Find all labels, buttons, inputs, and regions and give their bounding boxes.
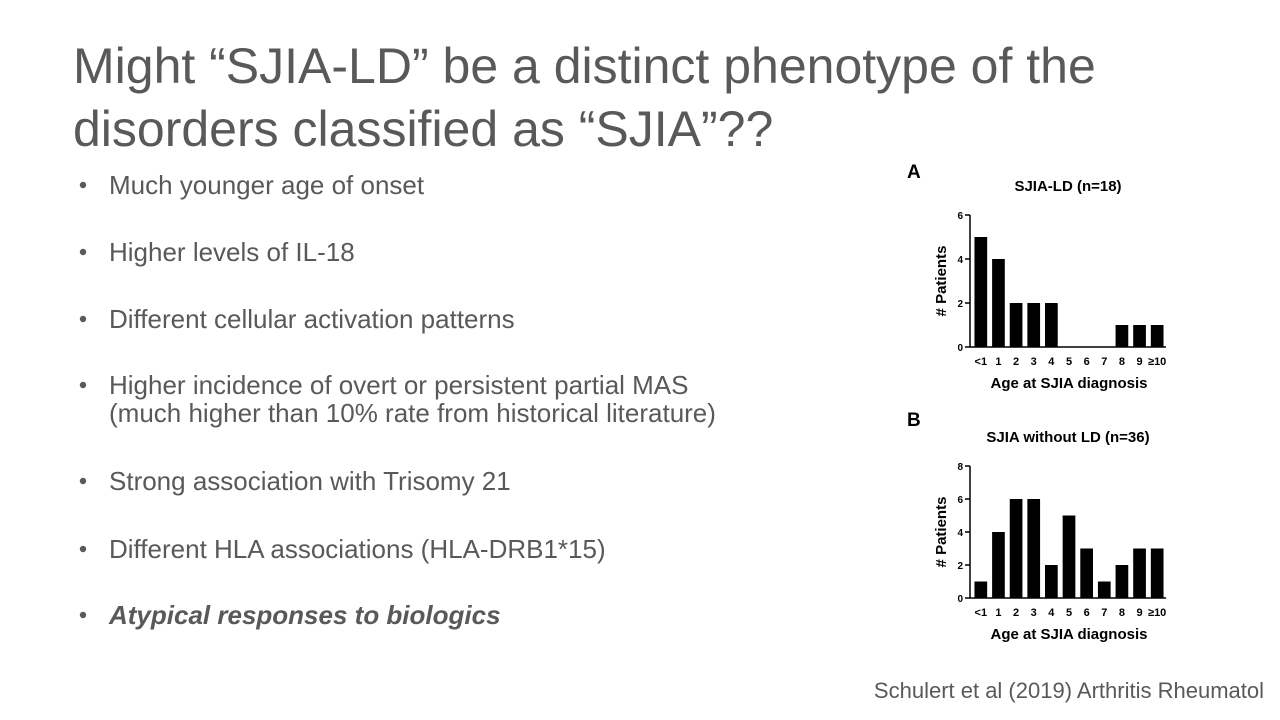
y-tick-label: 6 bbox=[957, 211, 963, 222]
chart-title: SJIA without LD (n=36) bbox=[986, 429, 1149, 446]
x-tick-label: 5 bbox=[1066, 356, 1072, 368]
bullet-text: Strong association with Trisomy 21 bbox=[109, 466, 511, 496]
x-tick-label: 3 bbox=[1031, 607, 1037, 619]
x-tick-label: 2 bbox=[1013, 607, 1019, 619]
y-tick-label: 4 bbox=[957, 528, 963, 539]
bullet-text: Different HLA associations (HLA-DRB1*15) bbox=[109, 534, 606, 564]
x-tick-label: 1 bbox=[995, 356, 1001, 368]
bullet-dot bbox=[79, 315, 87, 323]
y-tick-label: 0 bbox=[957, 594, 963, 605]
bullet-text: Higher incidence of overt or persistent … bbox=[109, 370, 689, 400]
x-tick-label: 4 bbox=[1048, 356, 1055, 368]
x-tick-label: 4 bbox=[1048, 607, 1055, 619]
bar bbox=[1062, 515, 1076, 598]
bar bbox=[1133, 325, 1146, 347]
bullet-dot bbox=[79, 248, 87, 256]
bar bbox=[1115, 325, 1129, 347]
x-tick-label: 8 bbox=[1119, 356, 1125, 368]
y-tick-label: 2 bbox=[957, 299, 963, 310]
bar bbox=[1027, 499, 1041, 598]
bar bbox=[974, 581, 988, 598]
x-tick-label: 7 bbox=[1101, 356, 1107, 368]
x-tick-label: 6 bbox=[1084, 356, 1090, 368]
x-tick-label: 8 bbox=[1119, 607, 1125, 619]
bar bbox=[1080, 548, 1093, 598]
bar bbox=[1045, 565, 1058, 598]
bullet-dot bbox=[79, 545, 87, 553]
bar bbox=[1150, 548, 1164, 598]
slide-title: disorders classified as “SJIA”?? bbox=[73, 101, 773, 157]
y-tick-label: 2 bbox=[957, 561, 963, 572]
bar bbox=[1027, 303, 1041, 347]
x-tick-label: <1 bbox=[975, 607, 988, 619]
bullet-text: Atypical responses to biologics bbox=[108, 600, 501, 630]
y-axis-label: # Patients bbox=[933, 497, 950, 568]
bar bbox=[1009, 303, 1023, 347]
y-axis-label: # Patients bbox=[933, 246, 950, 317]
bar bbox=[1009, 499, 1023, 598]
y-tick-label: 6 bbox=[957, 495, 963, 506]
x-tick-label: 1 bbox=[995, 607, 1001, 619]
bar bbox=[992, 259, 1005, 347]
x-tick-label: <1 bbox=[975, 356, 988, 368]
x-axis-label: Age at SJIA diagnosis bbox=[991, 626, 1148, 643]
bullet-text: (much higher than 10% rate from historic… bbox=[109, 398, 716, 428]
y-tick-label: 0 bbox=[957, 343, 963, 354]
x-tick-label: 6 bbox=[1084, 607, 1090, 619]
bullet-text: Different cellular activation patterns bbox=[109, 304, 515, 334]
x-tick-label: 2 bbox=[1013, 356, 1019, 368]
x-tick-label: ≥10 bbox=[1148, 356, 1166, 368]
x-tick-label: 9 bbox=[1136, 356, 1142, 368]
bullet-dot bbox=[79, 181, 87, 189]
chart-title: SJIA-LD (n=18) bbox=[1014, 178, 1121, 195]
y-tick-label: 8 bbox=[957, 462, 963, 473]
panel-label: A bbox=[907, 162, 921, 183]
bar bbox=[1150, 325, 1164, 347]
y-tick-label: 4 bbox=[957, 255, 963, 266]
bullet-text: Higher levels of IL-18 bbox=[109, 237, 355, 267]
bullet-dot bbox=[79, 611, 87, 619]
bullet-text: Much younger age of onset bbox=[109, 170, 425, 200]
bar bbox=[992, 532, 1005, 598]
bar bbox=[974, 237, 988, 347]
x-tick-label: 7 bbox=[1101, 607, 1107, 619]
bar bbox=[1097, 581, 1111, 598]
bar bbox=[1115, 565, 1129, 598]
bar bbox=[1045, 303, 1058, 347]
bullet-dot bbox=[79, 381, 87, 389]
bar bbox=[1133, 548, 1146, 598]
x-tick-label: ≥10 bbox=[1148, 607, 1166, 619]
panel-label: B bbox=[907, 410, 921, 431]
x-tick-label: 5 bbox=[1066, 607, 1072, 619]
slide-title: Might “SJIA-LD” be a distinct phenotype … bbox=[73, 38, 1096, 94]
citation: Schulert et al (2019) Arthritis Rheumato… bbox=[874, 678, 1264, 703]
bullet-dot bbox=[79, 477, 87, 485]
x-axis-label: Age at SJIA diagnosis bbox=[991, 375, 1148, 392]
x-tick-label: 3 bbox=[1031, 356, 1037, 368]
x-tick-label: 9 bbox=[1136, 607, 1142, 619]
